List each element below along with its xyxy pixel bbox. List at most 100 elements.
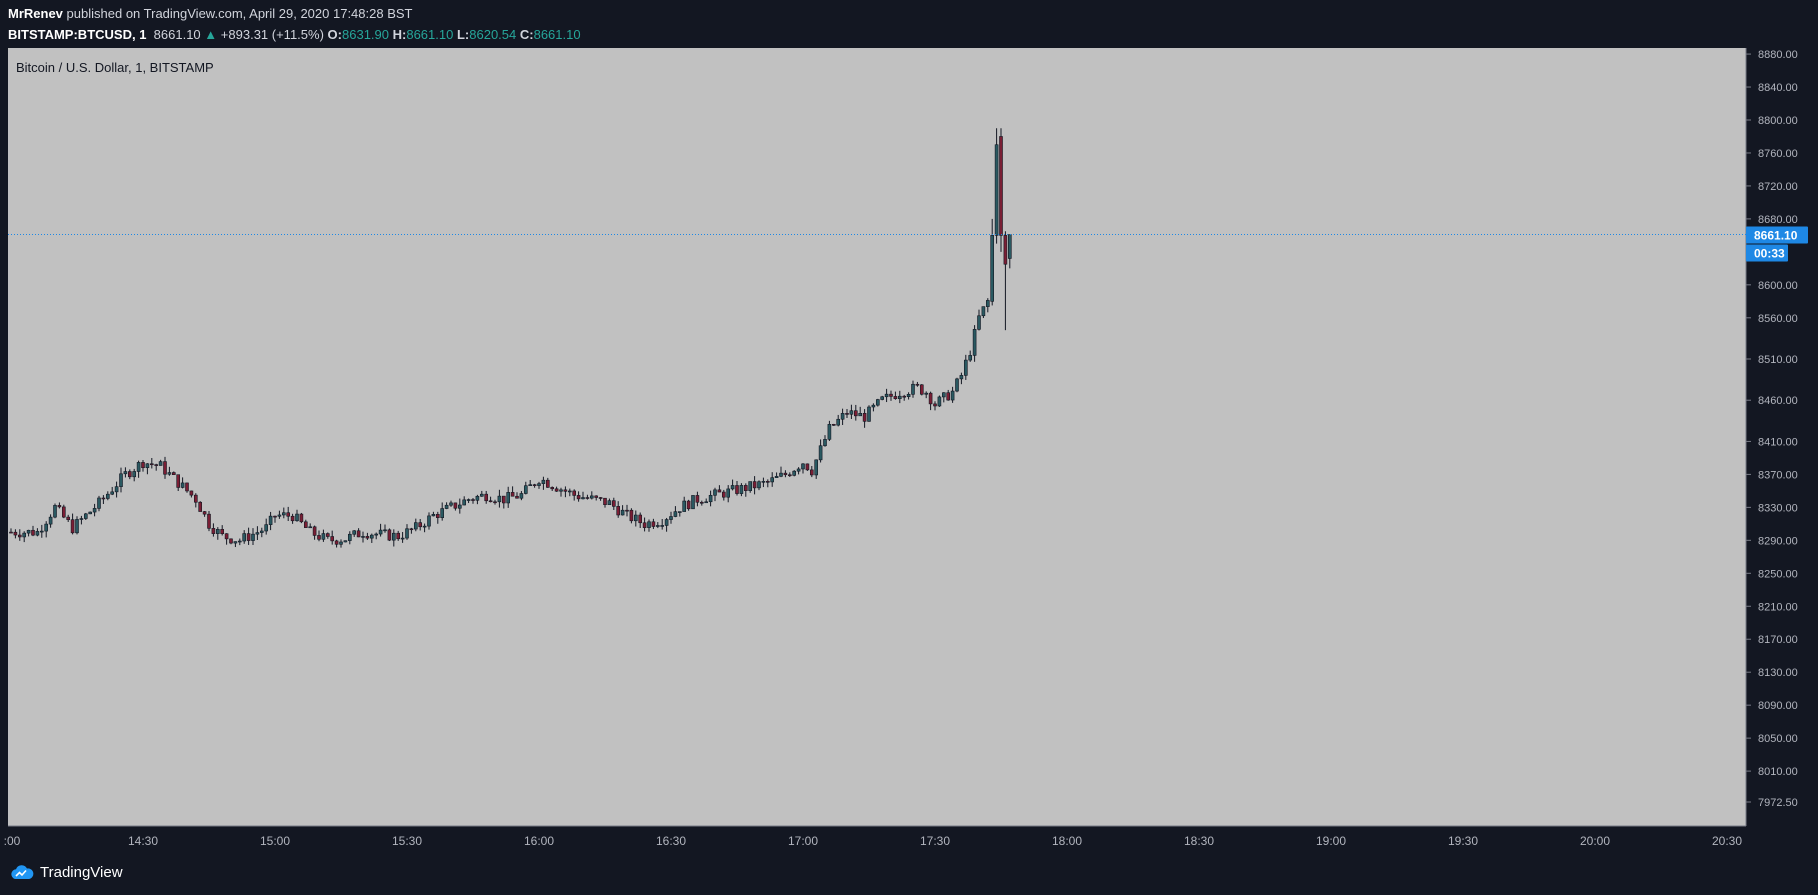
candle-down: [163, 461, 167, 475]
candle-up: [607, 500, 612, 506]
candle-up: [475, 495, 480, 501]
candle-down: [946, 392, 951, 401]
close-value: 8661.10: [533, 27, 581, 42]
candle-up: [655, 525, 660, 527]
candle-up: [660, 525, 665, 527]
candle-down: [31, 529, 35, 536]
candle-up: [259, 530, 264, 533]
candle-up: [145, 463, 150, 469]
chart-plot-area[interactable]: [8, 48, 1746, 826]
candle-up: [941, 392, 946, 398]
candle-up: [158, 461, 163, 466]
time-tick-label: 14:30: [128, 834, 158, 848]
candle-up: [567, 490, 572, 493]
last-price-badge: [1746, 226, 1808, 244]
candle-down: [330, 536, 335, 542]
candle-up: [352, 530, 357, 535]
candle-up: [906, 394, 911, 397]
candle-up: [796, 468, 801, 472]
candle-up: [726, 488, 731, 498]
candle-down: [915, 383, 920, 386]
candle-up: [990, 235, 995, 302]
candle-down: [699, 501, 704, 504]
candle-up: [523, 485, 528, 494]
candle-up: [827, 424, 832, 440]
candle-down: [303, 521, 308, 528]
candle-down: [409, 528, 414, 531]
candle-down: [185, 482, 189, 492]
candle-up: [774, 476, 779, 478]
candle-down: [484, 493, 489, 502]
symbol-label: BITSTAMP:BTCUSD, 1: [8, 27, 147, 42]
candle-up: [92, 508, 97, 513]
candle-up: [673, 511, 678, 517]
price-tick-label: 8290.00: [1758, 535, 1798, 547]
candle-up: [216, 529, 220, 534]
candle-down: [625, 509, 629, 512]
time-tick-label: 18:00: [1052, 834, 1082, 848]
candle-down: [325, 533, 330, 537]
candle-down: [642, 522, 647, 528]
candle-up: [994, 144, 999, 236]
candle-down: [554, 488, 559, 492]
candle-up: [233, 541, 238, 544]
candle-up: [677, 511, 682, 513]
candle-down: [356, 530, 361, 538]
candle-up: [84, 513, 88, 519]
up-triangle-icon: ▲: [204, 27, 218, 42]
candle-down: [246, 533, 251, 541]
candle-down: [207, 513, 211, 529]
price-tick-label: 8760.00: [1758, 148, 1798, 160]
candle-down: [150, 463, 154, 466]
candle-down: [101, 497, 106, 500]
candle-up: [959, 375, 964, 380]
candle-down: [809, 469, 814, 476]
candle-up: [462, 499, 467, 506]
candle-down: [453, 502, 458, 509]
candle-up: [431, 514, 436, 517]
time-tick-label: 17:00: [788, 834, 818, 848]
tradingview-brand[interactable]: TradingView: [10, 864, 123, 881]
time-tick-label: 20:30: [1712, 834, 1742, 848]
candle-down: [572, 490, 577, 496]
candle-down: [501, 495, 506, 504]
open-label-key: O:: [327, 27, 342, 42]
candle-up: [924, 392, 929, 395]
candle-up: [88, 511, 92, 515]
candle-up: [963, 359, 968, 376]
candle-down: [365, 536, 370, 539]
price-tick-label: 8370.00: [1758, 469, 1798, 481]
brand-label: TradingView: [40, 864, 123, 881]
price-tick-label: 8010.00: [1758, 766, 1798, 778]
candle-down: [717, 489, 722, 493]
candle-down: [290, 515, 295, 522]
candle-up: [950, 390, 955, 401]
candle-up: [581, 497, 585, 500]
candle-up: [528, 484, 533, 486]
candle-up: [541, 479, 546, 484]
time-tick-label: 18:30: [1184, 834, 1214, 848]
price-tick-label: 8600.00: [1758, 280, 1798, 292]
candle-down: [189, 490, 194, 496]
author-name[interactable]: MrRenev: [8, 6, 63, 21]
low-value: 8620.54: [469, 27, 517, 42]
time-axis[interactable]: [8, 826, 1746, 854]
candle-down: [418, 522, 423, 528]
candle-up: [132, 471, 136, 478]
candle-down: [999, 136, 1003, 236]
candle-up: [347, 533, 352, 541]
candle-up: [757, 481, 761, 489]
price-axis[interactable]: [1746, 48, 1818, 826]
price-tick-label: 8410.00: [1758, 436, 1798, 448]
candle-up: [48, 516, 53, 525]
candle-up: [308, 526, 313, 529]
candle-down: [66, 516, 70, 520]
candle-up: [123, 471, 128, 475]
candle-up: [620, 509, 625, 516]
candle-down: [515, 495, 519, 499]
time-tick-label: 19:00: [1316, 834, 1346, 848]
price-tick-label: 7972.50: [1758, 797, 1798, 809]
candle-up: [383, 529, 387, 532]
candle-up: [35, 531, 40, 536]
